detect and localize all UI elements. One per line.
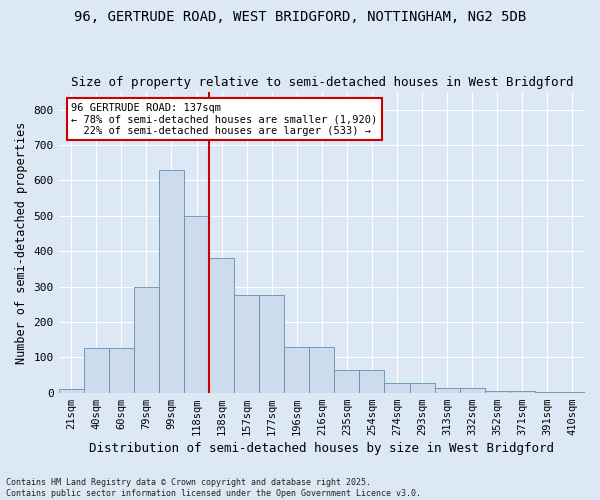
Bar	[359, 370, 385, 392]
Bar	[184, 216, 209, 392]
Text: Contains HM Land Registry data © Crown copyright and database right 2025.
Contai: Contains HM Land Registry data © Crown c…	[6, 478, 421, 498]
Text: 96, GERTRUDE ROAD, WEST BRIDGFORD, NOTTINGHAM, NG2 5DB: 96, GERTRUDE ROAD, WEST BRIDGFORD, NOTTI…	[74, 10, 526, 24]
Text: 96 GERTRUDE ROAD: 137sqm
← 78% of semi-detached houses are smaller (1,920)
  22%: 96 GERTRUDE ROAD: 137sqm ← 78% of semi-d…	[71, 102, 377, 136]
Bar	[510, 391, 535, 392]
Bar	[385, 383, 410, 392]
Bar	[284, 346, 310, 393]
Y-axis label: Number of semi-detached properties: Number of semi-detached properties	[15, 121, 28, 364]
Bar	[109, 348, 134, 393]
Bar	[310, 346, 334, 393]
Bar	[59, 389, 84, 392]
Bar	[434, 388, 460, 392]
Bar	[234, 296, 259, 392]
Bar	[84, 348, 109, 393]
Bar	[159, 170, 184, 392]
Bar	[460, 388, 485, 392]
Bar	[209, 258, 234, 392]
Bar	[334, 370, 359, 392]
X-axis label: Distribution of semi-detached houses by size in West Bridgford: Distribution of semi-detached houses by …	[89, 442, 554, 455]
Bar	[410, 383, 434, 392]
Bar	[259, 296, 284, 392]
Bar	[485, 391, 510, 392]
Bar	[134, 286, 159, 393]
Title: Size of property relative to semi-detached houses in West Bridgford: Size of property relative to semi-detach…	[71, 76, 573, 90]
